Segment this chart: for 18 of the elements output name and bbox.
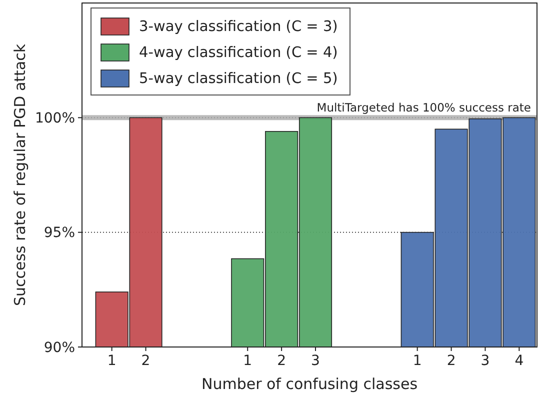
- y-tick-label: 90%: [44, 340, 75, 356]
- y-tick-label: 95%: [44, 225, 75, 242]
- ref-line-label: MultiTargeted has 100% success rate: [316, 100, 531, 115]
- legend-label: 4-way classification (C = 4): [139, 45, 338, 61]
- x-tick-label: 2: [277, 353, 286, 369]
- x-tick-label: 3: [480, 353, 490, 369]
- y-axis-title: Success rate of regular PGD attack: [11, 44, 29, 306]
- x-tick-label: 4: [514, 353, 524, 369]
- x-axis-title: Number of confusing classes: [201, 375, 418, 393]
- x-tick-label: 2: [446, 353, 456, 369]
- x-tick-label: 1: [412, 353, 422, 369]
- x-tick-label: 1: [107, 353, 116, 369]
- x-tick-label: 3: [311, 353, 320, 369]
- x-tick-label: 2: [141, 353, 150, 369]
- x-tick-label: 1: [243, 353, 252, 369]
- legend-label: 5-way classification (C = 5): [139, 71, 338, 87]
- y-tick-label: 100%: [34, 110, 75, 127]
- legend-label: 3-way classification (C = 3): [139, 19, 338, 35]
